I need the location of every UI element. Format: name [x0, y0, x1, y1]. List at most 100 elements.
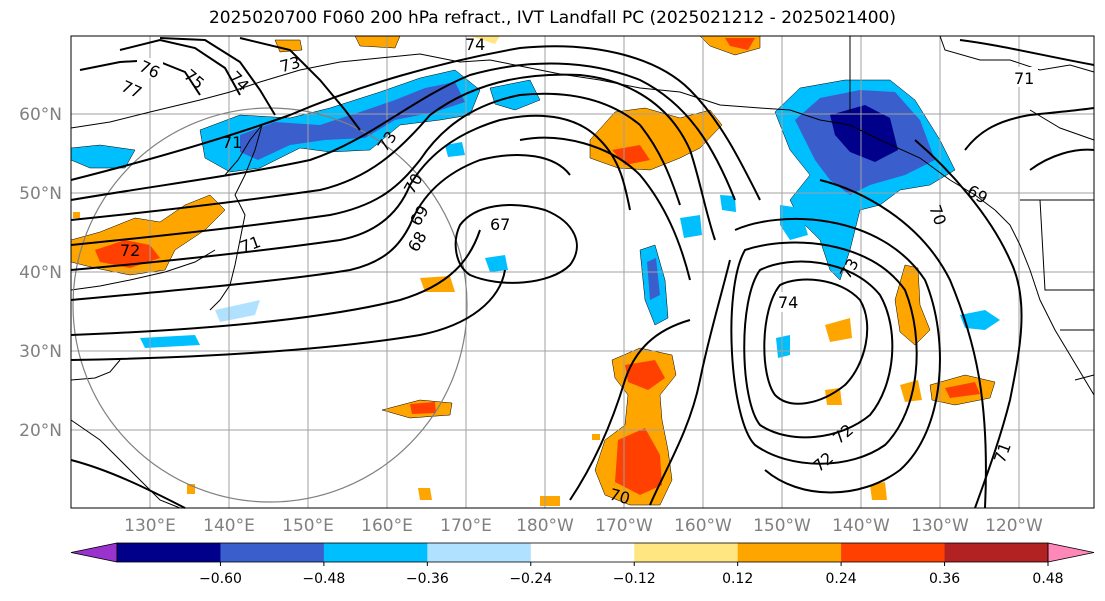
colorbar-segment — [737, 543, 842, 562]
colorbar-tick-label: −0.24 — [509, 571, 552, 587]
contour-label: 73 — [278, 53, 303, 77]
shade-positive — [945, 382, 980, 398]
shade-negative — [680, 215, 702, 238]
colorbar-tick-label: 0.12 — [722, 571, 753, 587]
coastline — [1029, 109, 1095, 141]
contour-line — [70, 62, 736, 201]
lon-label: 160°E — [361, 516, 413, 536]
contour-line — [649, 259, 731, 506]
lon-label: 150°W — [753, 516, 811, 536]
lon-label: 170°W — [595, 516, 653, 536]
map-frame — [70, 35, 1095, 509]
shade-positive — [725, 38, 755, 50]
shade-positive — [900, 380, 922, 402]
contour-line — [70, 269, 506, 361]
contour-line — [763, 278, 869, 405]
shade-positive — [95, 240, 160, 268]
colorbar-segment — [323, 543, 428, 562]
contour-line — [70, 229, 481, 336]
lat-label: 40°N — [19, 263, 62, 283]
contour-line — [519, 136, 691, 281]
gridlines — [71, 36, 1094, 508]
shade-positive — [470, 36, 500, 44]
contour-line — [70, 92, 681, 246]
contour-line — [569, 319, 691, 501]
shade-negative — [720, 195, 736, 212]
contour-line — [964, 107, 1095, 151]
contour-line — [70, 73, 716, 241]
contour-line — [70, 459, 186, 509]
shade-negative-max — [830, 105, 898, 162]
shade-negative — [485, 255, 508, 272]
colorbar-segment — [944, 543, 1049, 562]
shade-positive — [418, 488, 432, 500]
shade-negative-strong — [647, 258, 660, 300]
contour-labels: 76 77 75 74 73 74 71 73 70 69 68 67 72 7… — [118, 35, 1038, 508]
contour-line — [70, 114, 631, 271]
contour-line — [239, 37, 361, 131]
colorbar-tick-label: −0.48 — [302, 571, 345, 587]
contour-line — [959, 39, 1095, 66]
contour-line — [1029, 148, 1095, 171]
shade-negative — [960, 310, 1000, 330]
colorbar-frame — [116, 542, 1049, 563]
contour-label: 74 — [778, 293, 798, 312]
shade-positive — [825, 318, 852, 342]
contour-line — [743, 260, 894, 439]
contour-line — [119, 38, 241, 96]
contour-line — [70, 45, 761, 201]
shade-positive — [894, 264, 931, 346]
coastline — [70, 359, 121, 381]
lon-label: 150°E — [282, 516, 334, 536]
colorbar-extend-min — [70, 542, 118, 563]
shade-positive — [625, 360, 665, 390]
shade-positive — [540, 496, 560, 506]
contour-label: 71 — [1014, 69, 1034, 88]
lon-label: 130°W — [911, 516, 969, 536]
contour-line — [454, 204, 578, 284]
colorbar-tick-label: 0.48 — [1032, 571, 1063, 587]
contour-label: 67 — [490, 215, 510, 234]
shade-negative — [780, 205, 808, 240]
lon-label: 120°W — [985, 516, 1043, 536]
coastline — [994, 209, 1095, 396]
shade-positive — [410, 402, 436, 414]
contour-line — [159, 37, 276, 116]
colorbar-segment — [117, 543, 221, 562]
lat-label: 50°N — [19, 184, 62, 204]
contour-line — [819, 179, 987, 509]
coastline — [70, 419, 181, 509]
lon-label: 130°E — [124, 516, 176, 536]
shade-positive — [592, 434, 600, 440]
contour-line — [730, 241, 918, 465]
shade-positive — [870, 482, 887, 500]
contour-label: 71 — [222, 133, 242, 152]
colorbar-segment — [634, 543, 739, 562]
coastline — [70, 249, 216, 291]
lon-label: 140°W — [832, 516, 890, 536]
colorbar-segment — [220, 543, 325, 562]
colorbar-tick-label: −0.36 — [406, 571, 449, 587]
contour-line — [70, 154, 571, 301]
shade-positive — [73, 212, 80, 218]
shade-positive — [615, 428, 662, 495]
colorbar: −0.60 −0.48 −0.36 −0.24 −0.12 0.12 0.24 0.36 0.4… — [70, 542, 1095, 587]
colorbar-tick-label: −0.12 — [613, 571, 656, 587]
lat-label: 60°N — [19, 105, 62, 125]
map-title: 2025020700 F060 200 hPa refract., IVT La… — [208, 8, 896, 28]
contour-line — [914, 139, 1023, 509]
contour-line — [734, 218, 941, 494]
map-panel: 76 77 75 74 73 74 71 73 70 69 68 67 72 7… — [70, 35, 1095, 509]
border — [1039, 199, 1094, 291]
lat-label: 30°N — [19, 342, 62, 362]
shade-negative — [445, 142, 465, 157]
colorbar-segment — [841, 543, 946, 562]
border — [1074, 374, 1095, 381]
lat-label: 20°N — [19, 421, 62, 441]
shade-negative — [776, 335, 790, 358]
colorbar-tick-label: −0.60 — [199, 571, 242, 587]
shade-negative — [140, 335, 200, 348]
colorbar-tick-label: 0.36 — [929, 571, 960, 587]
shade-positive — [354, 35, 401, 49]
